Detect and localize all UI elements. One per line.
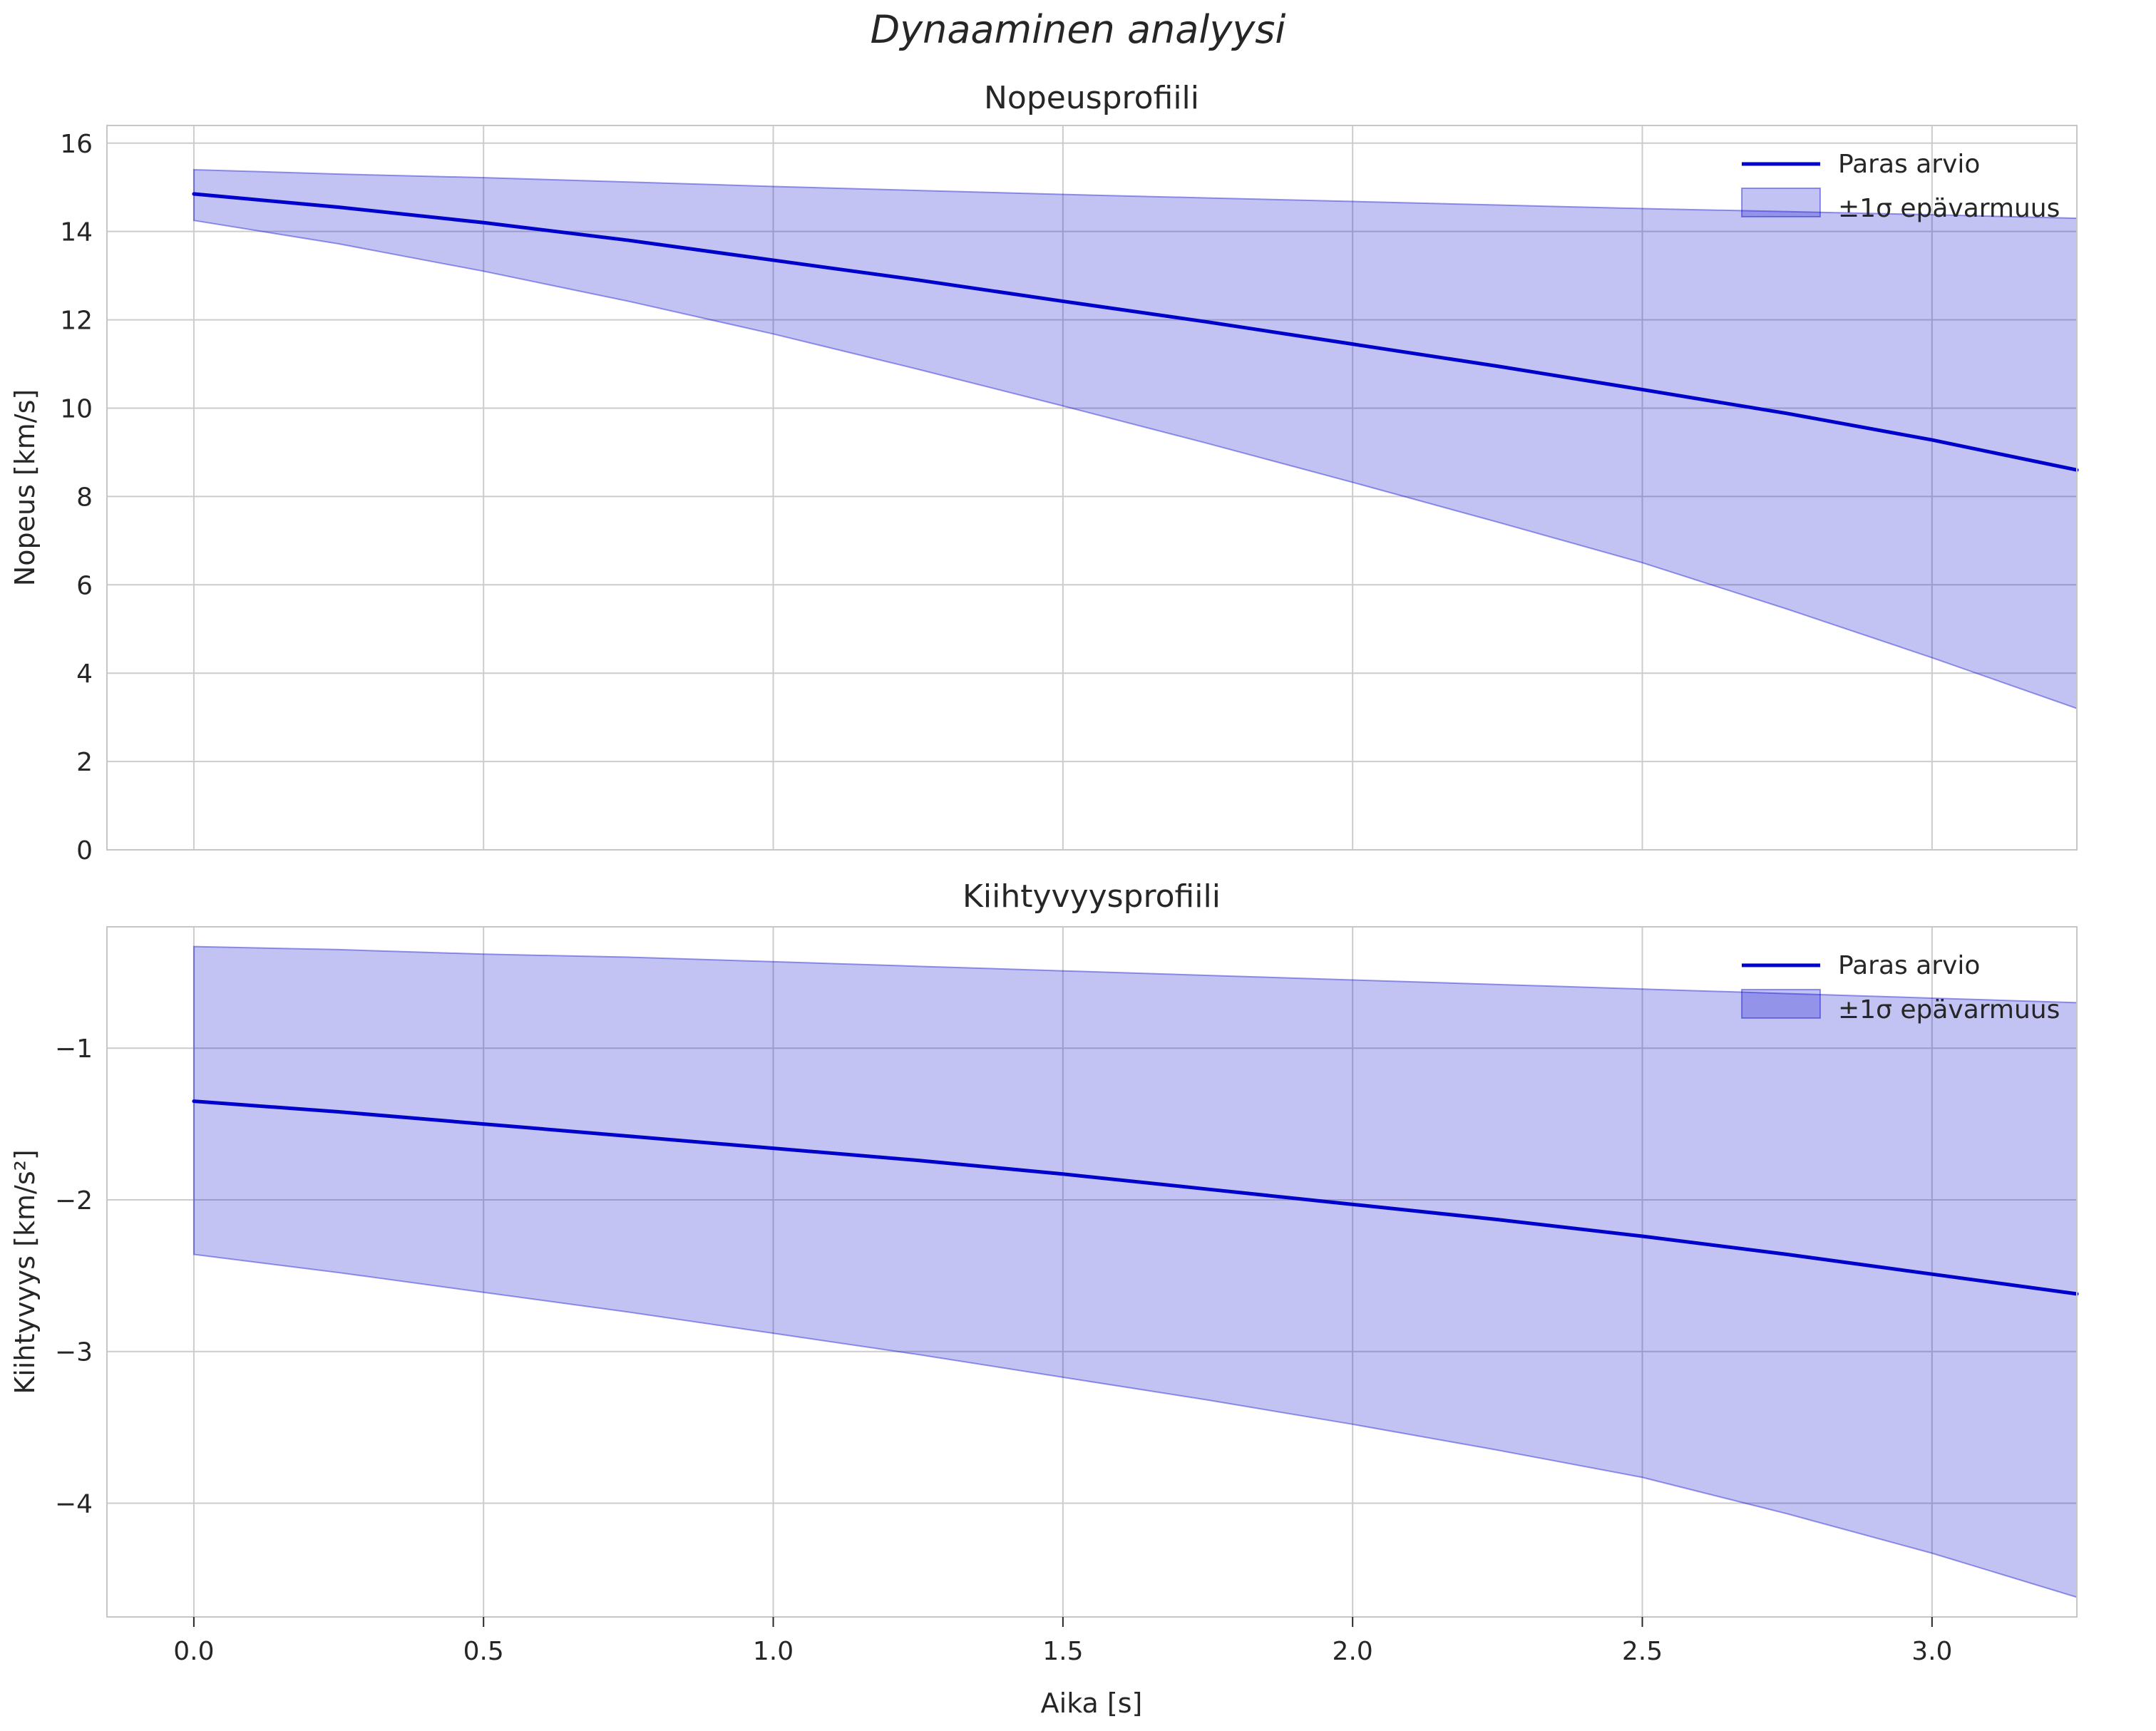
uncertainty-band — [192, 945, 2078, 1598]
uncertainty-band — [192, 168, 2078, 710]
x-tick-label: 1.5 — [1042, 1637, 1083, 1666]
velocity-chart-title: Nopeusprofiili — [984, 80, 1199, 116]
legend: Paras arvio ±1σ epävarmuus — [1741, 951, 2060, 1024]
best-estimate-line — [192, 1099, 2079, 1296]
x-tick-label: 2.5 — [1622, 1637, 1663, 1666]
y-tick-label: 10 — [60, 394, 93, 423]
x-axis-label: Aika [s] — [1041, 1688, 1143, 1719]
x-tick-label: 0.0 — [173, 1637, 214, 1666]
x-tick-label: 3.0 — [1911, 1637, 1952, 1666]
legend-patch-sample — [1741, 188, 1821, 217]
y-tick-label: 12 — [60, 307, 93, 336]
acceleration-y-axis-label: Kiihtyvyys [km/s²] — [9, 1149, 41, 1394]
legend-label-uncertainty: ±1σ epävarmuus — [1838, 194, 2060, 223]
y-tick-label: −1 — [55, 1034, 93, 1064]
x-tick-label: 1.0 — [753, 1637, 794, 1666]
velocity-y-axis-label: Nopeus [km/s] — [9, 389, 41, 586]
acceleration-chart: −1 −2 −3 −4 0.0 0.5 1.0 1.5 2.0 2.5 3.0 Paras arvio… — [55, 926, 2079, 1666]
y-tick-label: 2 — [76, 748, 93, 777]
y-tick-label: −2 — [55, 1186, 93, 1216]
y-tick-label: 6 — [76, 571, 93, 600]
acceleration-chart-title: Kiihtyvyysprofiili — [962, 878, 1221, 915]
y-tick-label: 4 — [76, 659, 93, 689]
legend-label-best-estimate: Paras arvio — [1838, 150, 1980, 179]
legend: Paras arvio ±1σ epävarmuus — [1741, 150, 2060, 223]
grid — [107, 927, 2077, 1617]
y-tick-label: 14 — [60, 218, 93, 247]
x-tick-label: 0.5 — [463, 1637, 504, 1666]
figure-suptitle: Dynaaminen analyysi — [871, 7, 1286, 52]
legend-label-best-estimate: Paras arvio — [1838, 951, 1980, 980]
y-tick-label: 0 — [76, 836, 93, 866]
y-tick-label: −3 — [55, 1338, 93, 1367]
y-tick-label: 8 — [76, 483, 93, 512]
legend-label-uncertainty: ±1σ epävarmuus — [1838, 995, 2060, 1024]
velocity-chart: 0 2 4 6 8 10 12 14 16 Paras arvio ±1σ epävarmuus — [60, 125, 2079, 866]
y-tick-label: 16 — [60, 130, 93, 159]
axes-frame — [106, 125, 2078, 851]
best-estimate-line — [192, 192, 2079, 472]
y-tick-label: −4 — [55, 1489, 93, 1519]
axes-frame — [106, 926, 2078, 1618]
legend-patch-sample — [1741, 989, 1821, 1019]
x-tick-label: 2.0 — [1333, 1637, 1373, 1666]
